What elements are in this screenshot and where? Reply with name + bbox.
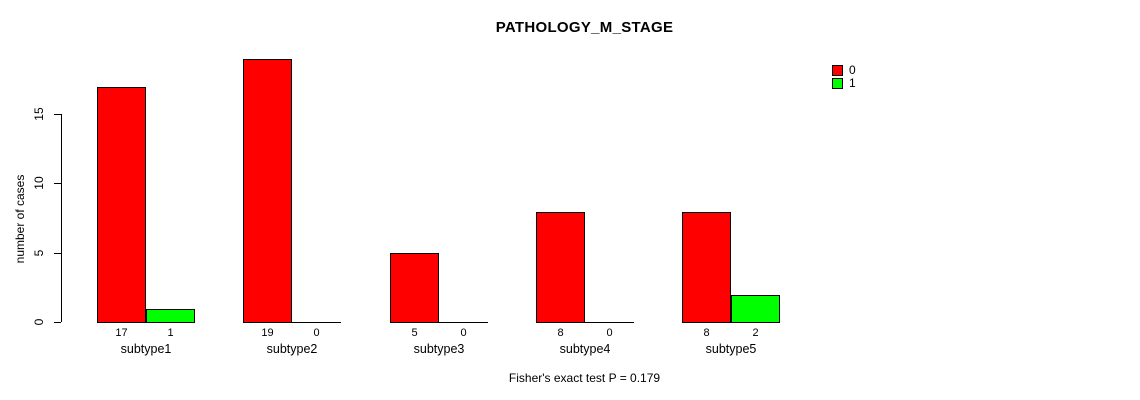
bar-value-label: 1	[167, 327, 174, 339]
legend-item: 1	[832, 76, 856, 90]
legend-swatch	[832, 78, 843, 89]
y-axis-title: number of cases	[13, 174, 27, 264]
bar-subtype2-series-0	[243, 59, 292, 323]
stat-annotation: Fisher's exact test P = 0.179	[508, 371, 661, 385]
bar-subtype1-series-0	[97, 87, 146, 323]
y-axis-tick-label: 5	[32, 249, 46, 257]
legend-label: 1	[849, 76, 856, 90]
x-axis-category-label: subtype1	[120, 342, 172, 356]
bar-subtype5-series-0	[682, 212, 731, 323]
bar-value-label: 8	[703, 327, 710, 339]
bar-subtype3-series-0	[390, 253, 439, 323]
legend-item: 0	[832, 63, 856, 77]
bar-subtype1-series-1	[146, 309, 195, 323]
bar-value-label: 2	[752, 327, 759, 339]
y-axis-tick-label: 10	[32, 176, 46, 190]
x-axis-category-label: subtype3	[413, 342, 465, 356]
bar-value-label: 17	[115, 327, 128, 339]
y-axis-line	[61, 114, 62, 322]
x-axis-category-label: subtype2	[266, 342, 318, 356]
bar-value-label: 0	[313, 327, 320, 339]
chart-title: PATHOLOGY_M_STAGE	[495, 19, 674, 36]
y-axis-tick-label: 15	[32, 107, 46, 121]
bar-subtype5-series-1	[731, 295, 780, 323]
bar-value-label: 8	[557, 327, 564, 339]
y-axis-tick	[54, 253, 61, 254]
y-axis-tick-label: 0	[32, 318, 46, 326]
legend-label: 0	[849, 63, 856, 77]
bar-value-label: 5	[411, 327, 418, 339]
bar-subtype2-series-1	[292, 322, 341, 323]
y-axis-tick	[54, 322, 61, 323]
bar-subtype3-series-1	[439, 322, 488, 323]
bar-subtype4-series-0	[536, 212, 585, 323]
y-axis-tick	[54, 183, 61, 184]
bar-value-label: 0	[606, 327, 613, 339]
bar-value-label: 19	[261, 327, 274, 339]
x-axis-category-label: subtype5	[705, 342, 757, 356]
bar-subtype4-series-1	[585, 322, 634, 323]
legend-swatch	[832, 65, 843, 76]
bar-value-label: 0	[460, 327, 467, 339]
y-axis-tick	[54, 114, 61, 115]
x-axis-category-label: subtype4	[559, 342, 611, 356]
